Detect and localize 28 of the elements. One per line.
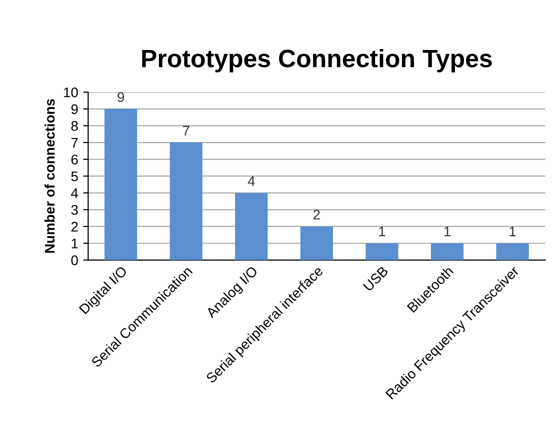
data-label: 1 — [510, 226, 516, 236]
data-label: 4 — [248, 176, 255, 186]
y-tick-label: 10 — [64, 87, 78, 98]
data-label: 9 — [118, 92, 124, 102]
y-axis-title: Number of connections — [44, 99, 55, 253]
data-label: 7 — [182, 126, 190, 136]
bar — [300, 226, 333, 260]
data-label: 2 — [314, 210, 320, 220]
bar — [104, 108, 138, 260]
y-tick-label: 4 — [71, 188, 78, 198]
bar — [496, 243, 529, 260]
y-tick-label: 9 — [71, 104, 78, 114]
data-label: 1 — [379, 226, 386, 236]
y-tick-label: 8 — [71, 121, 78, 131]
chart-title: Prototypes Connection Types — [142, 49, 492, 72]
y-tick-label: 1 — [72, 238, 78, 248]
y-tick-label: 3 — [71, 205, 78, 215]
y-tick-label: 0 — [71, 255, 78, 266]
y-tick-label: 5 — [71, 172, 78, 182]
bar — [170, 142, 202, 260]
data-label: 1 — [444, 226, 450, 236]
bar — [235, 192, 268, 260]
bar — [430, 243, 464, 260]
y-tick-label: 6 — [71, 154, 78, 164]
y-tick-label: 7 — [71, 138, 78, 148]
bar — [366, 243, 398, 260]
x-tick-label: USB — [362, 266, 389, 292]
y-tick-label: 2 — [71, 222, 78, 232]
